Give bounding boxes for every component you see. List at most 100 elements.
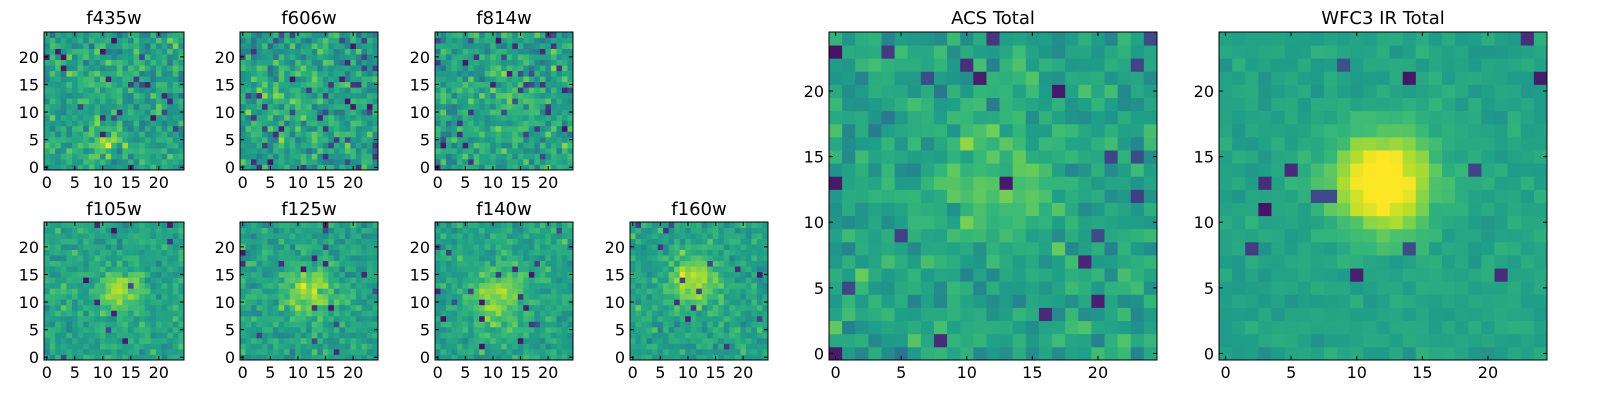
heatmap-cell — [306, 293, 313, 300]
heatmap-cell — [133, 131, 140, 138]
heatmap-cell — [245, 81, 252, 88]
heatmap-cell — [641, 255, 647, 262]
heatmap-cell — [1143, 215, 1158, 230]
heatmap-cell — [116, 343, 123, 350]
heatmap-cell — [534, 321, 541, 328]
heatmap-cell — [501, 337, 508, 344]
heatmap-cell — [512, 304, 519, 311]
heatmap-cell — [1117, 333, 1132, 348]
heatmap-cell — [83, 222, 90, 228]
heatmap-cell — [506, 304, 513, 311]
heatmap-cell — [311, 304, 318, 311]
heatmap-cell — [128, 299, 134, 306]
heatmap-cell — [495, 222, 502, 228]
heatmap-cell — [161, 271, 168, 278]
heatmap-cell — [284, 260, 291, 267]
heatmap-cell — [468, 142, 475, 149]
heatmap-cell — [718, 282, 725, 289]
heatmap-cell — [167, 142, 174, 149]
heatmap-cell — [762, 321, 769, 328]
heatmap-cell — [534, 147, 541, 154]
heatmap-cell — [829, 294, 843, 308]
heatmap-cell — [245, 158, 252, 165]
heatmap-cell — [1012, 202, 1027, 217]
heatmap-cell — [284, 54, 291, 60]
heatmap-cell — [668, 293, 675, 300]
heatmap-cell — [652, 332, 658, 339]
heatmap-cell — [100, 114, 106, 121]
heatmap-cell — [83, 109, 90, 116]
heatmap-cell — [262, 255, 268, 262]
heatmap-cell — [512, 48, 519, 55]
heatmap-cell — [262, 98, 268, 105]
heatmap-cell — [240, 233, 246, 239]
heatmap-cell — [240, 37, 246, 44]
heatmap-cell — [646, 337, 653, 344]
heatmap-cell — [361, 233, 368, 239]
heatmap-cell — [490, 288, 497, 295]
heatmap-cell — [501, 293, 508, 300]
heatmap-cell — [490, 255, 497, 262]
heatmap-cell — [111, 109, 118, 116]
heatmap-cell — [1104, 346, 1119, 361]
heatmap-cell — [894, 268, 909, 282]
heatmap-cell — [679, 321, 686, 328]
heatmap-cell — [55, 32, 62, 38]
heatmap-cell — [881, 294, 895, 308]
heatmap-cell — [355, 158, 362, 165]
heatmap-cell — [256, 76, 263, 83]
heatmap-cell — [635, 315, 642, 322]
heatmap-cell — [506, 103, 513, 110]
heatmap-cell — [60, 321, 67, 328]
heatmap-cell — [523, 354, 530, 361]
heatmap-cell — [156, 76, 162, 83]
heatmap-cell — [740, 293, 747, 300]
heatmap-cell — [344, 81, 351, 88]
heatmap-cell — [295, 277, 302, 284]
heatmap-cell — [156, 114, 162, 121]
heatmap-cell — [501, 233, 508, 239]
heatmap-cell — [1130, 307, 1145, 322]
heatmap-cell — [550, 321, 557, 328]
heatmap-cell — [328, 142, 335, 149]
heatmap-cell — [973, 320, 987, 335]
heatmap-cell — [372, 337, 379, 344]
heatmap-cell — [842, 346, 856, 361]
heatmap-cell — [462, 337, 469, 344]
heatmap-cell — [77, 332, 84, 339]
heatmap-cell — [311, 271, 318, 278]
heatmap-cell — [245, 70, 252, 77]
heatmap-cell — [66, 282, 73, 289]
heatmap-cell — [894, 346, 909, 361]
heatmap-cell — [734, 343, 741, 350]
heatmap-cell — [545, 114, 552, 121]
heatmap-cell — [167, 244, 174, 250]
heatmap-cell — [116, 158, 123, 165]
heatmap-cell — [842, 189, 856, 203]
heatmap-cell — [539, 277, 546, 284]
heatmap-cell — [457, 277, 463, 284]
heatmap-cell — [60, 332, 67, 339]
heatmap-cell — [1012, 255, 1027, 269]
heatmap-cell — [267, 153, 274, 160]
heatmap-cell — [712, 271, 719, 278]
heatmap-cell — [240, 293, 246, 300]
heatmap-cell — [295, 227, 302, 234]
heatmap-cell — [894, 294, 909, 308]
heatmap-cell — [696, 288, 703, 295]
heatmap-cell — [144, 98, 151, 105]
heatmap-cell — [462, 315, 469, 322]
heatmap-cell — [55, 354, 62, 361]
heatmap-cell — [701, 348, 708, 355]
heatmap-cell — [723, 238, 730, 245]
heatmap-cell — [167, 227, 174, 234]
heatmap-cell — [111, 222, 118, 228]
heatmap-cell — [60, 222, 67, 228]
heatmap-cell — [251, 249, 257, 256]
heatmap-cell — [167, 109, 174, 116]
heatmap-cell — [1052, 281, 1066, 295]
heatmap-cell — [361, 98, 368, 105]
heatmap-cell — [690, 233, 697, 239]
